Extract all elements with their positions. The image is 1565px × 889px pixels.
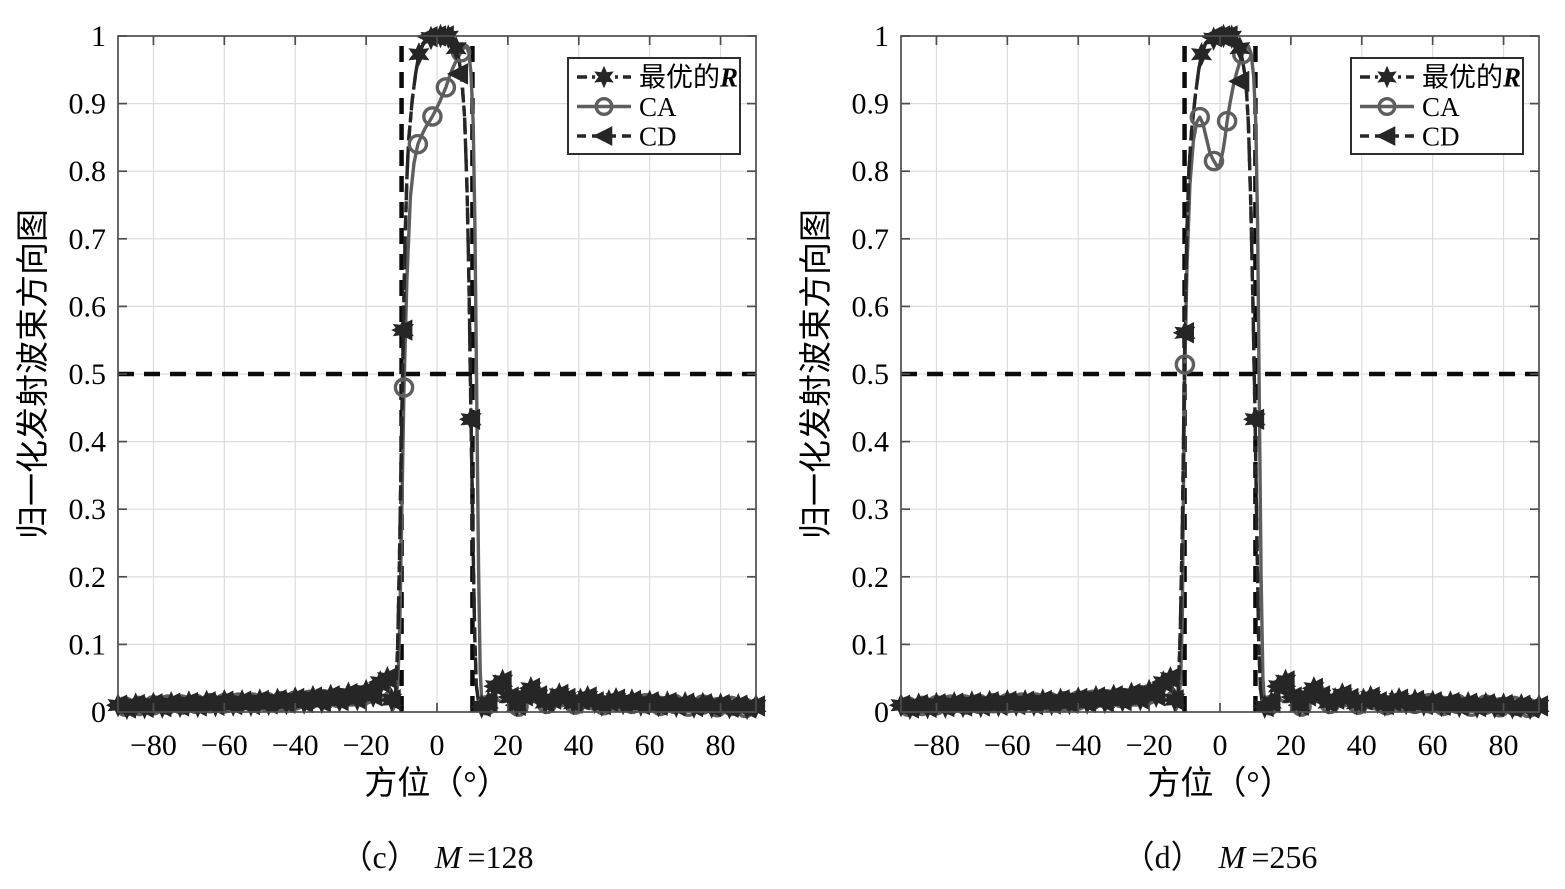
svg-text:0.8: 0.8 — [69, 155, 107, 188]
svg-text:0.7: 0.7 — [852, 223, 890, 256]
svg-text:0.4: 0.4 — [69, 426, 107, 459]
x-axis-label: 方位（°） — [364, 765, 509, 802]
axis-ticks — [901, 35, 1539, 713]
subplot-d: −80 −60 −40 −20 0 20 40 60 80 0 0.1 0.2 0.3 0.4 0.5 0.6… — [783, 0, 1565, 812]
svg-text:0.9: 0.9 — [69, 88, 107, 121]
svg-text:0: 0 — [1213, 729, 1228, 762]
svg-text:40: 40 — [564, 729, 594, 762]
x-tick-labels: −80 −60 −40 −20 0 20 40 60 80 — [913, 729, 1519, 762]
svg-text:60: 60 — [1418, 729, 1448, 762]
svg-text:CD: CD — [639, 122, 677, 152]
caption-d: （d） M =256 — [901, 832, 1539, 878]
caption-c-value: =128 — [467, 839, 534, 875]
svg-text:−80: −80 — [130, 729, 177, 762]
svg-text:−40: −40 — [272, 729, 319, 762]
svg-text:0: 0 — [430, 729, 445, 762]
svg-text:−40: −40 — [1055, 729, 1102, 762]
caption-c: （c） M =128 — [118, 832, 756, 878]
caption-c-prefix: （c） — [340, 839, 419, 875]
y-axis-label: 归一化发射波束方向图 — [798, 209, 835, 539]
svg-text:80: 80 — [706, 729, 736, 762]
caption-d-prefix: （d） — [1122, 839, 1203, 875]
svg-text:0.1: 0.1 — [852, 628, 890, 661]
svg-text:CA: CA — [639, 92, 677, 122]
caption-c-variable: M — [434, 839, 462, 875]
svg-text:20: 20 — [1276, 729, 1306, 762]
svg-text:40: 40 — [1347, 729, 1377, 762]
svg-text:0.3: 0.3 — [69, 493, 107, 526]
caption-d-variable: M — [1218, 839, 1246, 875]
svg-text:60: 60 — [635, 729, 665, 762]
svg-text:0.2: 0.2 — [852, 561, 890, 594]
svg-text:最优的R: 最优的R — [1422, 63, 1521, 93]
svg-text:0.5: 0.5 — [852, 358, 890, 391]
svg-text:1: 1 — [874, 20, 889, 53]
y-tick-labels: 0 0.1 0.2 0.3 0.4 0.5 0.6 0.7 0.8 0.9 1 — [852, 20, 890, 729]
svg-text:−20: −20 — [1126, 729, 1173, 762]
series-triangle-left-markers — [105, 25, 766, 719]
svg-text:−20: −20 — [343, 729, 390, 762]
svg-text:0.5: 0.5 — [69, 358, 107, 391]
svg-text:0.3: 0.3 — [852, 493, 890, 526]
svg-text:−60: −60 — [201, 729, 248, 762]
subplot-c-chart: −80 −60 −40 −20 0 20 40 60 80 0 0.1 0.2 0.3 0.4 0.5 0.6… — [15, 20, 767, 802]
svg-text:0.4: 0.4 — [852, 426, 890, 459]
svg-text:最优的R: 最优的R — [639, 63, 738, 93]
svg-text:0.9: 0.9 — [852, 88, 890, 121]
y-tick-labels: 0 0.1 0.2 0.3 0.4 0.5 0.6 0.7 0.8 0.9 1 — [69, 20, 107, 729]
svg-text:CA: CA — [1422, 92, 1460, 122]
svg-text:1: 1 — [91, 20, 106, 53]
svg-text:0.6: 0.6 — [852, 290, 890, 323]
svg-text:0.6: 0.6 — [69, 290, 107, 323]
svg-text:20: 20 — [493, 729, 523, 762]
x-tick-labels: −80 −60 −40 −20 0 20 40 60 80 — [130, 729, 736, 762]
svg-text:0.8: 0.8 — [852, 155, 890, 188]
svg-text:−80: −80 — [913, 729, 960, 762]
svg-text:0: 0 — [91, 696, 106, 729]
x-axis-label: 方位（°） — [1147, 765, 1292, 802]
caption-d-value: =256 — [1251, 839, 1318, 875]
svg-text:CD: CD — [1422, 122, 1460, 152]
svg-text:0.1: 0.1 — [69, 628, 107, 661]
subplot-d-chart: −80 −60 −40 −20 0 20 40 60 80 0 0.1 0.2 0.3 0.4 0.5 0.6… — [798, 20, 1550, 802]
grid — [901, 36, 1539, 712]
axis-ticks — [118, 35, 756, 713]
svg-text:0.2: 0.2 — [69, 561, 107, 594]
svg-text:0: 0 — [874, 696, 889, 729]
svg-text:80: 80 — [1489, 729, 1519, 762]
svg-text:−60: −60 — [984, 729, 1031, 762]
subplot-c: −80 −60 −40 −20 0 20 40 60 80 0 0.1 0.2 0.3 0.4 0.5 0.6… — [0, 0, 782, 812]
y-axis-label: 归一化发射波束方向图 — [15, 209, 52, 539]
svg-text:0.7: 0.7 — [69, 223, 107, 256]
